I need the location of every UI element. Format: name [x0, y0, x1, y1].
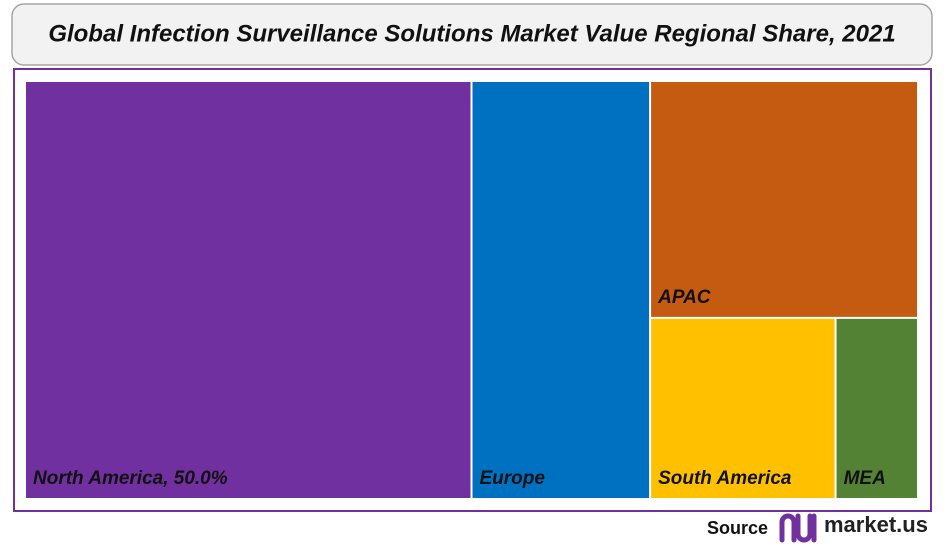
chart-title: Global Infection Surveillance Solutions … [48, 20, 895, 47]
tile [472, 82, 650, 498]
source-label: Source [707, 518, 768, 538]
title-box [11, 3, 933, 66]
tile-label: North America, 50.0% [33, 468, 228, 489]
tile [26, 82, 471, 498]
logo-icon [779, 513, 817, 543]
tile-label: South America [658, 468, 792, 489]
treemap: North America, 50.0% Europe APAC South Amer… [26, 82, 917, 498]
tile-label: APAC [657, 287, 711, 308]
brand: market.us [824, 512, 928, 537]
tile [651, 318, 835, 498]
logo [779, 513, 817, 543]
tile [836, 318, 917, 498]
tile-label: Europe [480, 468, 546, 489]
tile-label: MEA [844, 468, 886, 489]
tile [651, 82, 917, 317]
